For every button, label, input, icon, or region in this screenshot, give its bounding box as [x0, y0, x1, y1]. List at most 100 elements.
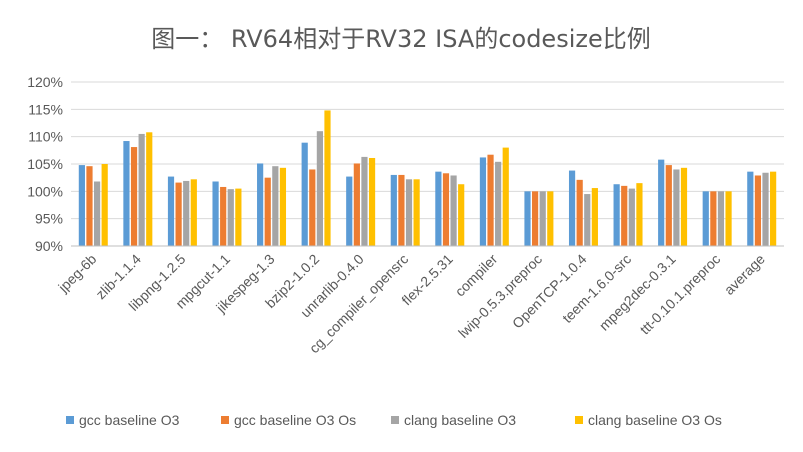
bar	[479, 157, 487, 246]
bar	[591, 188, 598, 246]
bar	[167, 176, 175, 246]
bar	[130, 147, 138, 246]
bar	[398, 174, 405, 246]
bar	[621, 185, 628, 246]
bar	[183, 180, 190, 246]
y-tick-label: 110%	[28, 129, 63, 145]
bar	[717, 191, 725, 246]
bar	[190, 179, 197, 246]
bar	[665, 165, 672, 246]
bar	[175, 182, 182, 246]
x-axis-category-labels: jpeg-6bzlib-1.1.4libpng-1.2.5mpgcut-1.1j…	[54, 251, 768, 357]
bar	[628, 188, 635, 246]
bar	[324, 110, 331, 246]
chart-title: 图一： RV64相对于RV32 ISA的codesize比例	[151, 25, 651, 53]
bar	[316, 131, 323, 246]
bar	[532, 191, 539, 246]
x-category-label: average	[721, 251, 768, 298]
y-tick-label: 120%	[27, 74, 63, 90]
gridlines	[71, 81, 784, 247]
bar	[390, 174, 397, 246]
bar	[279, 167, 287, 246]
bar	[547, 191, 554, 246]
y-axis-tick-labels: 90% 95% 100% 105% 110% 115% 120%	[27, 74, 63, 254]
series-gcc-baseline-o3-os	[86, 147, 762, 246]
series-clang-baseline-o3-os	[101, 110, 777, 246]
bar	[212, 181, 219, 246]
bar	[361, 156, 368, 246]
series-clang-baseline-o3	[93, 131, 769, 246]
legend-label: gcc baseline O3 Os	[234, 412, 356, 428]
bar	[257, 163, 264, 246]
bar	[584, 194, 591, 246]
legend-swatch	[391, 416, 399, 424]
y-tick-label: 95%	[35, 211, 63, 227]
bar	[636, 183, 643, 246]
bar	[658, 159, 665, 246]
bar	[264, 177, 271, 246]
x-category-label: lwip-0.5.3.preproc	[455, 251, 545, 341]
bar	[725, 191, 732, 246]
bar	[754, 175, 762, 246]
bar	[702, 191, 709, 246]
bar	[413, 179, 420, 246]
legend-label: clang baseline O3	[404, 412, 516, 428]
y-tick-label: 105%	[27, 156, 63, 172]
bar	[747, 171, 754, 246]
bar	[368, 157, 376, 246]
bar	[301, 142, 308, 246]
bar	[673, 169, 680, 246]
legend-item: clang baseline O3 Os	[575, 412, 722, 428]
bar	[272, 166, 279, 246]
bar	[568, 170, 576, 246]
bar	[539, 191, 546, 246]
series-gcc-baseline-o3	[78, 141, 754, 246]
bar	[435, 171, 442, 246]
bar	[405, 179, 413, 246]
bar	[227, 189, 234, 246]
bar	[138, 133, 145, 246]
bar	[101, 164, 108, 246]
x-category-label: jpeg-6b	[54, 251, 99, 296]
legend-label: clang baseline O3 Os	[588, 412, 722, 428]
bar	[442, 173, 450, 246]
legend-swatch	[221, 416, 229, 424]
bar	[123, 141, 130, 246]
y-tick-label: 100%	[27, 183, 63, 199]
legend: gcc baseline O3 gcc baseline O3 Os clang b…	[66, 412, 722, 428]
bar	[146, 132, 153, 246]
bar	[613, 184, 620, 246]
bar	[353, 163, 360, 246]
bar	[495, 161, 502, 246]
bar	[86, 166, 93, 246]
x-category-label: ttt-0.10.1.preproc	[637, 251, 724, 338]
bar	[450, 175, 457, 246]
legend-item: gcc baseline O3	[66, 412, 180, 428]
bar	[524, 191, 531, 246]
bar	[346, 176, 353, 246]
legend-item: gcc baseline O3 Os	[221, 412, 356, 428]
bar	[93, 181, 101, 246]
legend-swatch	[66, 416, 74, 424]
legend-swatch	[575, 416, 583, 424]
bar	[487, 154, 494, 246]
bar	[770, 171, 777, 246]
x-category-label: mpeg2dec-0.3.1	[596, 251, 679, 334]
bar	[710, 191, 717, 246]
bar	[576, 179, 583, 246]
bar	[458, 184, 465, 246]
bar	[502, 147, 509, 246]
bar	[680, 167, 688, 246]
bar	[235, 188, 242, 246]
y-tick-label: 90%	[35, 238, 63, 254]
bar	[220, 186, 227, 246]
legend-label: gcc baseline O3	[79, 412, 180, 428]
y-tick-label: 115%	[28, 101, 63, 117]
legend-item: clang baseline O3	[391, 412, 516, 428]
bar	[762, 172, 769, 246]
bar	[309, 169, 316, 246]
bar-series-group	[78, 110, 777, 246]
bar	[78, 165, 85, 246]
